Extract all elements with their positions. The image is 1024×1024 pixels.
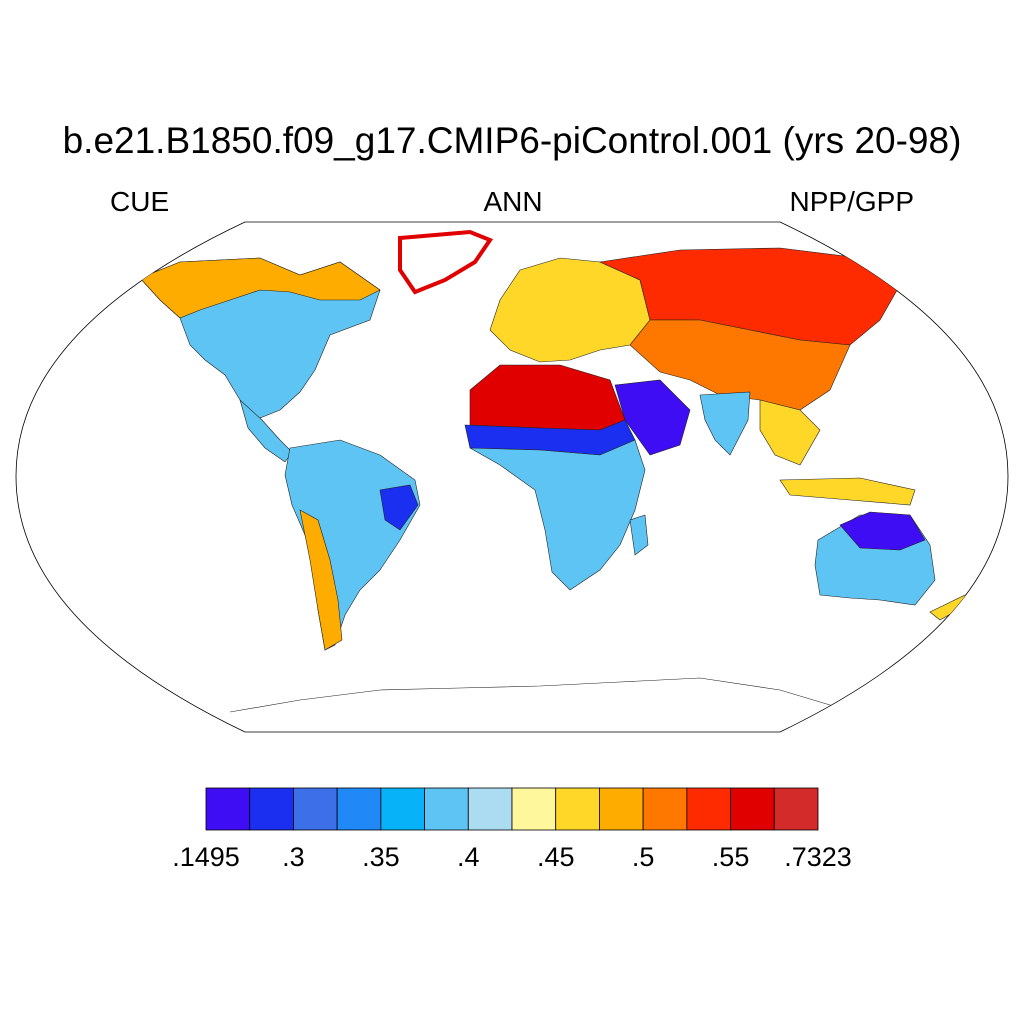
season-label: ANN bbox=[483, 186, 543, 217]
region-central-asia bbox=[629, 319, 851, 411]
region-australia-north bbox=[839, 511, 926, 551]
variable-label: CUE bbox=[110, 186, 170, 217]
region-greenland-coast bbox=[398, 229, 494, 295]
region-andes-strip bbox=[299, 509, 343, 651]
units-label: NPP/GPP bbox=[789, 186, 914, 217]
region-southeast-asia bbox=[759, 399, 821, 466]
map-title: b.e21.B1850.f09_g17.CMIP6-piControl.001 … bbox=[62, 120, 962, 161]
region-north-america-north bbox=[139, 257, 381, 319]
region-africa bbox=[469, 439, 646, 591]
region-india bbox=[699, 391, 751, 456]
region-indonesia bbox=[779, 477, 916, 506]
region-madagascar bbox=[629, 514, 649, 556]
region-amazon-east bbox=[379, 484, 419, 531]
antarctica-coastline bbox=[229, 677, 861, 721]
